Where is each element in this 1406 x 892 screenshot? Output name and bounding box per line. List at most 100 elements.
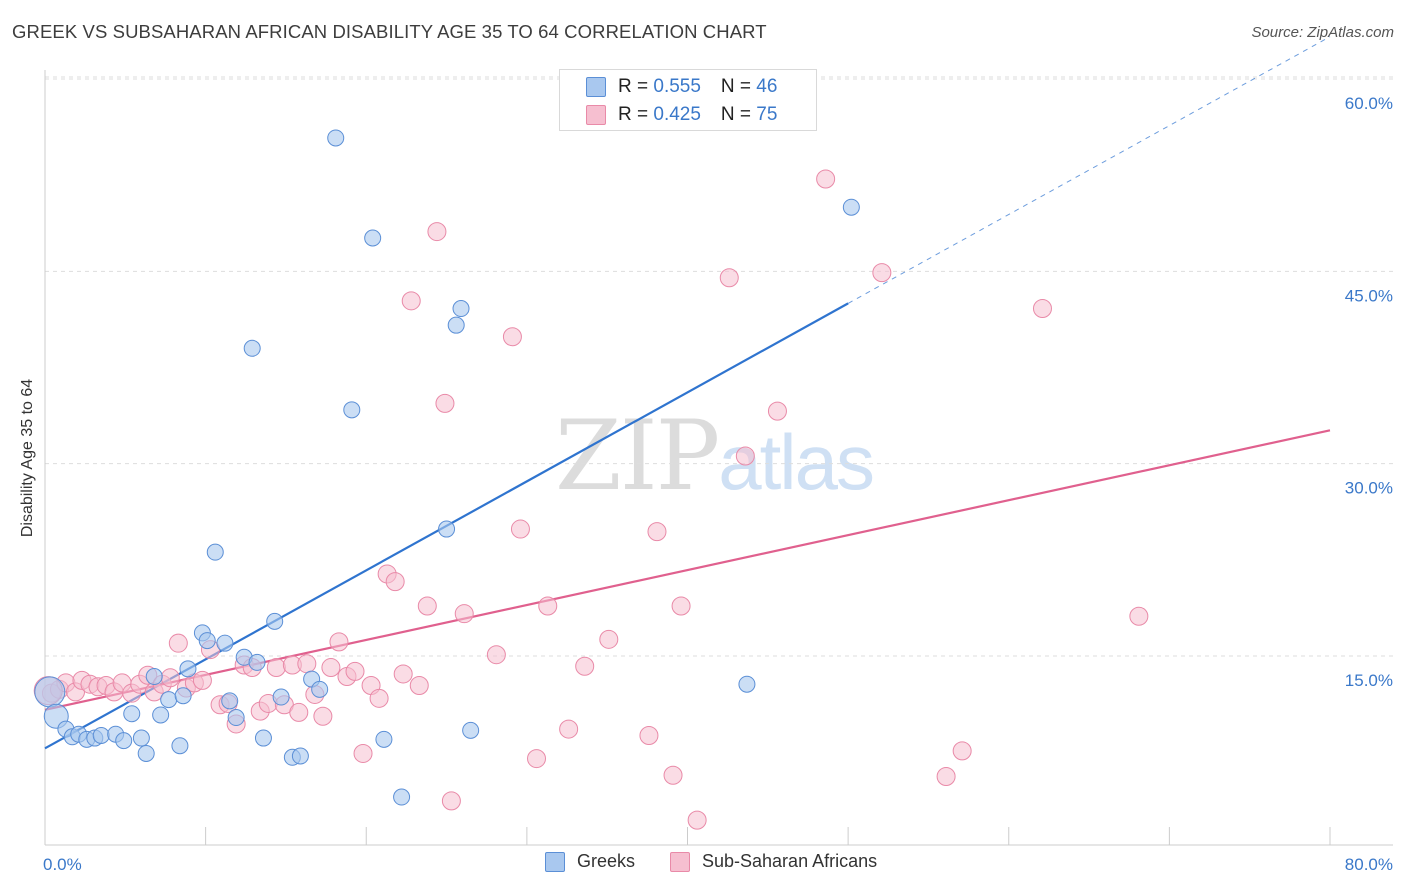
greeks-point bbox=[364, 229, 382, 247]
ssa-point bbox=[486, 645, 506, 665]
ssa-point bbox=[559, 719, 579, 739]
greeks-swatch bbox=[586, 77, 606, 97]
greeks-point bbox=[227, 709, 245, 727]
greeks-point bbox=[198, 632, 216, 650]
trend-lines bbox=[44, 36, 1331, 750]
axes bbox=[44, 70, 1393, 846]
ssa-point bbox=[329, 632, 349, 652]
ssa-point bbox=[647, 522, 667, 542]
ssa-point bbox=[454, 604, 474, 624]
r-label: R = bbox=[618, 104, 654, 125]
r-value: 0.425 bbox=[653, 104, 701, 125]
legend-label-ssa: Sub-Saharan Africans bbox=[702, 851, 878, 871]
ssa-point bbox=[321, 658, 341, 678]
greeks-point bbox=[92, 726, 110, 744]
n-value: 46 bbox=[756, 76, 778, 97]
ssa-point bbox=[345, 661, 365, 681]
ssa-point bbox=[409, 675, 429, 695]
ssa-point bbox=[1129, 606, 1149, 626]
y-tick-label: 15.0% bbox=[1345, 671, 1393, 690]
greeks-point bbox=[311, 680, 329, 698]
ssa-point bbox=[599, 629, 619, 649]
ssa-point bbox=[872, 263, 892, 283]
ssa-point bbox=[417, 596, 437, 616]
greeks-point bbox=[842, 198, 860, 216]
greeks-point bbox=[248, 653, 266, 671]
ssa-point bbox=[767, 401, 787, 421]
ssa-point bbox=[663, 765, 683, 785]
tick-labels: 15.0% 30.0% 45.0% 60.0% 0.0% 80.0% bbox=[43, 94, 1393, 874]
ssa-point bbox=[952, 741, 972, 761]
ssa-point bbox=[393, 664, 413, 684]
greeks-point bbox=[291, 747, 309, 765]
ssa-point bbox=[435, 393, 455, 413]
greeks-point bbox=[132, 729, 150, 747]
ssa-point bbox=[289, 702, 309, 722]
ssa-point bbox=[168, 633, 188, 653]
greeks-point bbox=[216, 634, 234, 652]
x-tick-label: 0.0% bbox=[43, 855, 82, 874]
ssa-point bbox=[297, 654, 317, 674]
source-label: Source: ZipAtlas.com bbox=[1251, 24, 1394, 41]
ssa-point bbox=[735, 446, 755, 466]
greeks-point bbox=[452, 300, 470, 318]
n-value: 75 bbox=[756, 104, 778, 125]
ssa-point bbox=[671, 596, 691, 616]
greeks-point bbox=[221, 692, 239, 710]
greeks-point bbox=[152, 706, 170, 724]
ssa-point bbox=[575, 656, 595, 676]
x-tick-label: 80.0% bbox=[1345, 855, 1393, 874]
greeks-point bbox=[438, 520, 456, 538]
ssa-point bbox=[160, 668, 180, 688]
ssa-point bbox=[369, 688, 389, 708]
greeks-point bbox=[137, 744, 155, 762]
greeks-point bbox=[254, 729, 272, 747]
correlation-legend: R = 0.555 N = 46 R = 0.425 N = 75 bbox=[559, 69, 817, 131]
legend-item-ssa[interactable]: Sub-Saharan Africans bbox=[670, 851, 877, 872]
greeks-point bbox=[206, 543, 224, 561]
greeks-point bbox=[738, 675, 756, 693]
watermark-zip: ZIP bbox=[555, 400, 720, 512]
ssa-point bbox=[313, 706, 333, 726]
watermark: ZIPatlas bbox=[555, 400, 875, 512]
greeks-point bbox=[34, 676, 66, 708]
greeks-point bbox=[462, 721, 480, 739]
ssa-point bbox=[427, 222, 447, 242]
ssa-point bbox=[353, 743, 373, 763]
r-value: 0.555 bbox=[653, 76, 701, 97]
ssa-point bbox=[510, 519, 530, 539]
greeks-point bbox=[160, 691, 178, 709]
ssa-point bbox=[719, 268, 739, 288]
y-tick-label: 30.0% bbox=[1345, 479, 1393, 498]
ssa-point bbox=[441, 791, 461, 811]
ssa-point bbox=[502, 327, 522, 347]
y-tick-label: 60.0% bbox=[1345, 94, 1393, 113]
ssa-point bbox=[527, 749, 547, 769]
greeks-point bbox=[447, 316, 465, 334]
ssa-point bbox=[538, 596, 558, 616]
ssa-point bbox=[1032, 299, 1052, 319]
ssa-point bbox=[385, 572, 405, 592]
ssa-point bbox=[936, 767, 956, 787]
points-greeks bbox=[34, 129, 860, 806]
ssa-point bbox=[266, 658, 286, 678]
series-legend: Greeks Sub-Saharan Africans bbox=[0, 851, 1406, 877]
ssa-point bbox=[687, 810, 707, 830]
chart-title: GREEK VS SUBSAHARAN AFRICAN DISABILITY A… bbox=[12, 21, 767, 42]
greeks-point bbox=[266, 612, 284, 630]
greeks-point bbox=[327, 129, 345, 147]
grid-lines bbox=[45, 76, 1393, 657]
greeks-point bbox=[115, 732, 133, 750]
greeks-point bbox=[123, 705, 141, 723]
greeks-point bbox=[343, 401, 361, 419]
points-sub-saharan bbox=[33, 169, 1149, 830]
legend-item-greeks[interactable]: Greeks bbox=[545, 851, 635, 872]
ssa-point bbox=[401, 291, 421, 311]
n-label: N = bbox=[720, 104, 757, 125]
greeks-point bbox=[243, 339, 261, 357]
legend-label-greeks: Greeks bbox=[577, 851, 636, 871]
legend-stats-ssa: R = 0.425 N = 75 bbox=[618, 104, 777, 126]
greeks-point bbox=[171, 737, 189, 755]
greeks-legend-swatch bbox=[545, 851, 565, 872]
greeks-point bbox=[375, 730, 393, 748]
